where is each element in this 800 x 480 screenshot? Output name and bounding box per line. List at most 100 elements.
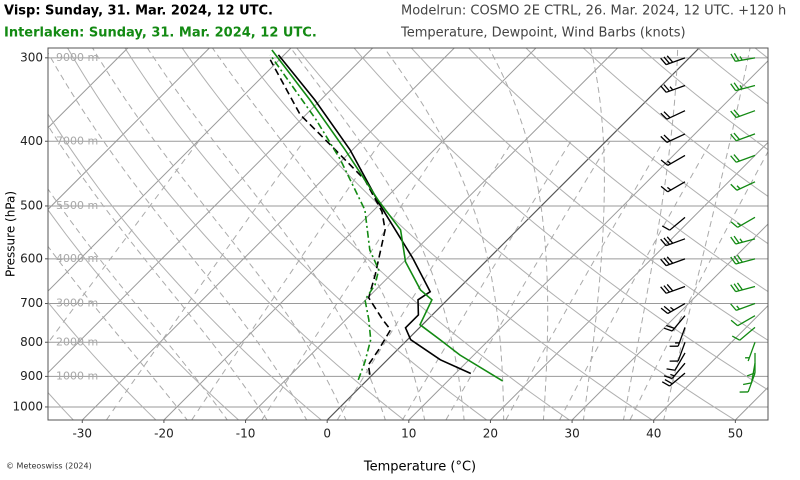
barb-full	[730, 256, 737, 265]
moist-adiabat	[211, 48, 426, 420]
wind-barb	[661, 372, 686, 387]
wind-barb	[730, 181, 756, 191]
wind-barb	[730, 82, 756, 92]
barb-full	[660, 258, 667, 267]
barb-full	[730, 133, 737, 142]
isotherm	[408, 60, 768, 420]
wind-barb	[663, 362, 686, 380]
barb-full	[660, 185, 669, 193]
dry-adiabat	[525, 48, 768, 245]
wind-barb	[745, 342, 756, 362]
dry-adiabat	[48, 113, 322, 420]
wind-barb	[730, 53, 756, 62]
isotherm	[571, 223, 768, 420]
station-title: Interlaken: Sunday, 31. Mar. 2024, 12 UT…	[4, 26, 317, 41]
dry-adiabat	[48, 208, 239, 420]
y-tick-label: 700	[20, 296, 43, 310]
mixing-ratio	[629, 150, 768, 420]
barb-staff	[669, 216, 686, 231]
x-tick-label: 50	[728, 427, 743, 441]
barb-half	[666, 160, 672, 165]
barb-full	[736, 254, 743, 263]
x-tick-label: 20	[483, 427, 498, 441]
barb-full	[660, 238, 667, 247]
barb-full	[661, 381, 670, 387]
dry-adiabat	[181, 48, 570, 420]
plot-frame	[47, 47, 769, 421]
wind-barb	[660, 283, 686, 294]
barb-full	[743, 382, 752, 386]
barb-full	[733, 235, 740, 244]
moist-adiabat	[383, 48, 505, 420]
y-tick-label: 800	[20, 335, 43, 349]
wind-barb	[739, 372, 756, 393]
mixing-ratio	[261, 141, 445, 420]
barb-full	[733, 283, 740, 292]
x-tick-label: -10	[236, 427, 256, 441]
barb-full	[666, 236, 674, 244]
moist-adiabat	[488, 48, 549, 420]
wind-barb	[660, 256, 686, 267]
barb-half	[736, 305, 740, 310]
dry-adiabat	[640, 48, 768, 151]
x-tick-label: 30	[564, 427, 579, 441]
height-label: 5500 m	[56, 199, 98, 212]
barb-full	[733, 109, 740, 117]
barb-full	[666, 324, 675, 329]
barb-full	[666, 368, 676, 371]
barb-full	[660, 57, 667, 66]
barb-half	[736, 185, 741, 190]
barb-full	[730, 221, 739, 228]
barb-full	[663, 237, 670, 245]
moist-adiabat	[146, 48, 386, 420]
barb-full	[660, 85, 667, 93]
subtitle: Temperature, Dewpoint, Wind Barbs (knots…	[400, 26, 686, 41]
dry-adiabat	[296, 48, 736, 420]
barb-full	[663, 56, 670, 64]
barb-staff	[737, 315, 756, 327]
barb-full	[663, 257, 670, 265]
barb-full	[730, 303, 737, 311]
barb-half	[736, 222, 742, 227]
barb-full	[730, 83, 737, 92]
wind-barb	[730, 254, 756, 265]
height-label: 3000 m	[56, 297, 98, 310]
dry-adiabat	[48, 301, 157, 420]
barb-staff	[674, 352, 686, 371]
isotherm	[326, 48, 700, 420]
dry-adiabat	[67, 48, 405, 420]
y-tick-label: 600	[20, 251, 43, 265]
x-tick-label: -30	[72, 427, 92, 441]
profiles	[269, 49, 756, 393]
station-title: Visp: Sunday, 31. Mar. 2024, 12 UTC.	[4, 4, 273, 19]
isotherm	[490, 141, 768, 420]
isotherm	[48, 48, 374, 374]
y-tick-label: 500	[20, 198, 43, 212]
barb-half	[739, 238, 743, 243]
barb-half	[670, 306, 675, 311]
height-label: 7000 m	[56, 134, 98, 147]
isotherm	[48, 48, 292, 292]
height-label: 4000 m	[56, 252, 98, 265]
moist-adiabat	[91, 48, 347, 420]
x-tick-label: -20	[154, 427, 174, 441]
wind-barb	[660, 302, 686, 315]
moist-adiabat	[622, 48, 679, 420]
barb-full	[661, 225, 670, 231]
barb-full	[730, 183, 738, 191]
x-tick-label: 0	[323, 427, 331, 441]
isotherm	[245, 48, 618, 420]
isotherm	[163, 48, 537, 420]
wind-barb	[730, 315, 756, 327]
moist-adiabat	[663, 48, 751, 420]
barb-half	[739, 56, 743, 61]
barb-full	[730, 284, 737, 293]
barb-full	[663, 134, 671, 142]
wind-barb	[730, 154, 756, 163]
profile-line	[269, 59, 392, 375]
profile-line	[271, 49, 504, 382]
wind-barb	[660, 133, 686, 143]
barb-full	[663, 375, 673, 380]
barb-full	[733, 82, 740, 91]
barb-full	[663, 305, 672, 313]
